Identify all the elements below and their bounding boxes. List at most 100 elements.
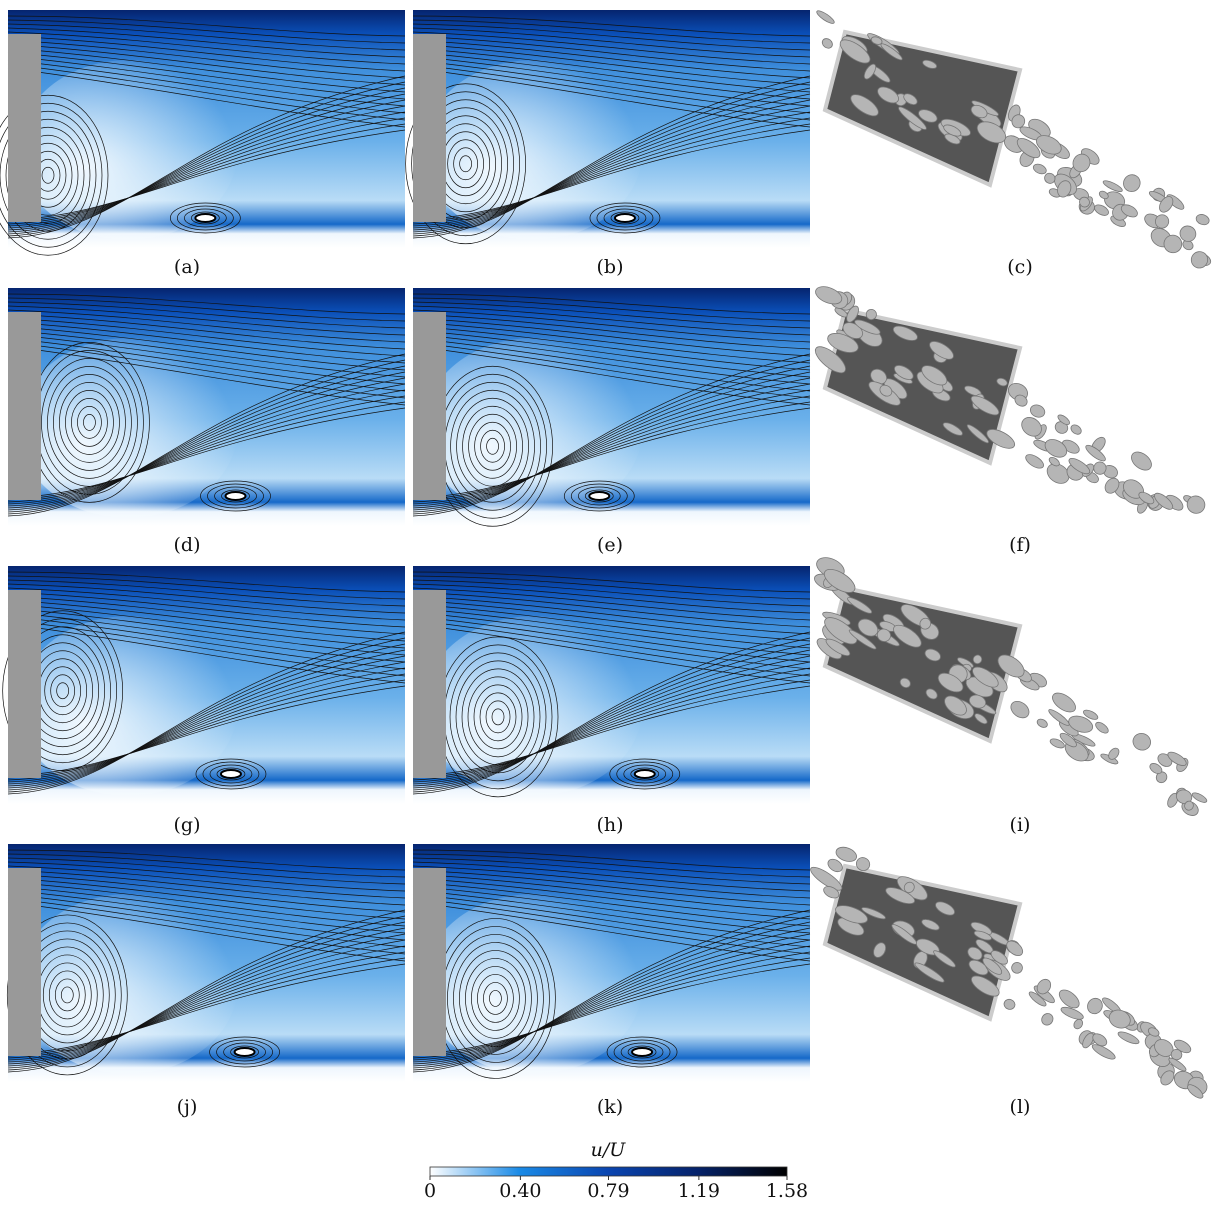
vortex-structure bbox=[1117, 1031, 1140, 1045]
vortex-structure bbox=[1028, 991, 1047, 1007]
vortex-streamline bbox=[453, 942, 538, 1055]
vortex-structure bbox=[1155, 771, 1168, 784]
streamline bbox=[7, 579, 406, 607]
vortex-structure bbox=[893, 624, 922, 648]
vortex-streamline bbox=[0, 110, 97, 240]
vortex-streamline bbox=[207, 483, 264, 509]
vortex-streamline bbox=[216, 1039, 273, 1065]
streamline bbox=[7, 111, 406, 227]
panel-label: (a) bbox=[174, 256, 200, 278]
streamline bbox=[7, 81, 406, 237]
streamline bbox=[412, 637, 811, 793]
streamline bbox=[412, 35, 811, 72]
vortex-structure bbox=[815, 286, 843, 305]
panel-label: (h) bbox=[596, 814, 623, 836]
vortex-structure bbox=[1006, 940, 1024, 956]
vortex-structure bbox=[1068, 457, 1091, 475]
streamline bbox=[7, 309, 406, 343]
vortex-streamline bbox=[630, 767, 660, 781]
streamline bbox=[412, 353, 811, 517]
streamline bbox=[7, 129, 406, 221]
vortex-structure bbox=[1147, 1027, 1160, 1037]
vortex-streamline bbox=[54, 978, 80, 1012]
streamline bbox=[7, 67, 406, 128]
streamline bbox=[412, 105, 811, 229]
streamline bbox=[7, 583, 406, 614]
vortex-streamline bbox=[447, 934, 544, 1063]
streamline bbox=[412, 685, 811, 777]
vortex-streamline bbox=[200, 480, 271, 512]
vortex-streamline bbox=[0, 102, 103, 248]
streamline bbox=[7, 377, 406, 509]
vortex-streamline bbox=[623, 764, 667, 784]
vortex-streamline bbox=[485, 700, 511, 734]
streamline bbox=[7, 679, 406, 779]
streamline bbox=[7, 861, 406, 892]
panel-label: (k) bbox=[597, 1096, 623, 1118]
streamline bbox=[412, 673, 811, 781]
streamline bbox=[7, 607, 406, 656]
vortex-structure bbox=[863, 63, 877, 80]
vortex-streamline bbox=[489, 990, 502, 1007]
streamline bbox=[412, 19, 811, 44]
vortex-structure bbox=[1132, 733, 1151, 751]
vortex-streamline bbox=[461, 668, 535, 766]
streamline bbox=[7, 643, 406, 791]
vortex-structure bbox=[1036, 135, 1062, 155]
vortex-structure bbox=[894, 365, 914, 380]
streamline bbox=[412, 915, 811, 1071]
streamline bbox=[7, 297, 406, 322]
vortex-structure bbox=[1092, 1033, 1108, 1047]
streamline bbox=[412, 599, 811, 642]
vortex-structure bbox=[918, 109, 938, 123]
wake-region bbox=[423, 60, 643, 240]
body bbox=[8, 34, 41, 222]
vortex-structure bbox=[1154, 492, 1174, 510]
streamline bbox=[412, 297, 811, 322]
streamline bbox=[412, 661, 811, 785]
streamline bbox=[7, 317, 406, 357]
streamline bbox=[412, 341, 811, 399]
vortex-structure bbox=[839, 39, 871, 64]
streamline bbox=[412, 309, 811, 343]
streamline bbox=[7, 619, 406, 677]
streamline bbox=[7, 853, 406, 878]
streamline bbox=[412, 305, 811, 336]
vortex-streamline bbox=[606, 1036, 678, 1068]
body bbox=[413, 868, 446, 1056]
wake-region bbox=[18, 60, 238, 240]
streamline bbox=[412, 849, 811, 871]
vortex-structure bbox=[1060, 1006, 1084, 1020]
streamline bbox=[412, 865, 811, 899]
vortex-structure bbox=[825, 638, 851, 657]
streamline bbox=[7, 963, 406, 1055]
vortex-structure bbox=[929, 341, 954, 360]
streamline bbox=[412, 27, 811, 58]
streamline bbox=[412, 909, 811, 1073]
streamline bbox=[7, 615, 406, 670]
streamline bbox=[7, 15, 406, 37]
streamline bbox=[7, 23, 406, 51]
vortex-streamline bbox=[184, 208, 227, 228]
streamline bbox=[7, 869, 406, 906]
streamline bbox=[412, 313, 811, 350]
vortex-streamline bbox=[0, 94, 109, 256]
vortex-structure bbox=[967, 946, 983, 961]
streamline bbox=[7, 591, 406, 628]
body bbox=[8, 312, 41, 500]
body bbox=[8, 868, 41, 1056]
vortex-streamline bbox=[459, 155, 472, 173]
vortex-streamline bbox=[48, 970, 86, 1020]
vortex-structure bbox=[846, 305, 859, 323]
panel-label: (l) bbox=[1010, 1096, 1031, 1118]
flow-panel bbox=[7, 288, 406, 526]
streamline bbox=[412, 15, 811, 37]
vortex-structure bbox=[921, 365, 948, 386]
streamline bbox=[7, 301, 406, 329]
streamline bbox=[7, 293, 406, 315]
vortex-structure bbox=[974, 713, 988, 725]
vortex-structure bbox=[1021, 417, 1042, 437]
vortex-structure bbox=[968, 694, 987, 709]
vortex-structure bbox=[1010, 700, 1030, 719]
